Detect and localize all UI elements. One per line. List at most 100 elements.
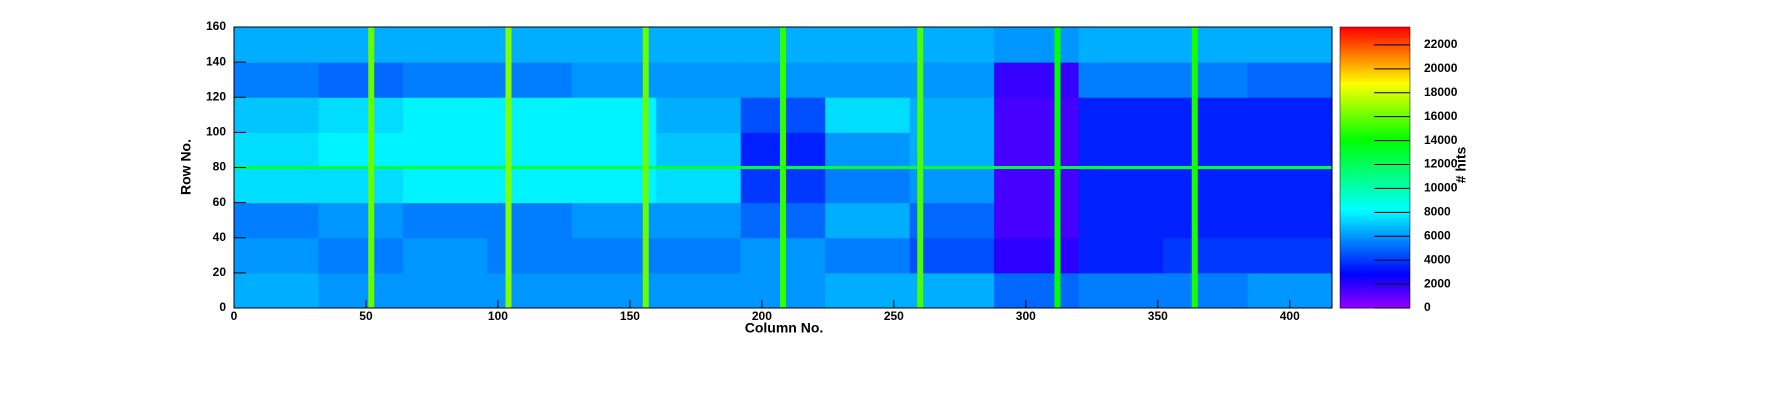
y-tick-label: 140 [206, 54, 226, 68]
z-tick-label: 10000 [1424, 181, 1458, 195]
heat-cell [487, 62, 573, 98]
heat-cell [318, 272, 404, 309]
colorbar-segment [1340, 235, 1410, 239]
heat-cell [402, 27, 488, 63]
colorbar-segment [1340, 221, 1410, 225]
colorbar-segment [1340, 137, 1410, 140]
heat-cell [1247, 237, 1333, 274]
colorbar-segment [1340, 85, 1410, 89]
heat-cell [402, 167, 488, 204]
colorbar-segment [1340, 41, 1410, 44]
heat-cell [318, 62, 404, 98]
z-tick-label: 22000 [1424, 37, 1458, 51]
heat-cell [402, 132, 488, 168]
colorbar-segment [1340, 172, 1410, 176]
heat-cell [1247, 132, 1333, 168]
colorbar-segment [1340, 197, 1410, 201]
colorbar-segment [1340, 179, 1410, 183]
colorbar-segment [1340, 125, 1410, 129]
colorbar-segment [1340, 195, 1410, 199]
column-stripe [1054, 27, 1061, 308]
heat-cell [825, 132, 911, 168]
heat-cell [402, 202, 488, 239]
colorbar-segment [1340, 230, 1410, 234]
colorbar-segment [1340, 160, 1410, 164]
colorbar-segment [1340, 134, 1410, 138]
x-tick-label: 300 [1016, 309, 1036, 323]
colorbar-segment [1340, 71, 1410, 75]
heat-cell [487, 167, 573, 204]
colorbar-segment [1340, 263, 1410, 267]
colorbar-segment [1340, 36, 1410, 40]
colorbar-segment [1340, 247, 1410, 250]
heat-cell [825, 237, 911, 274]
x-tick-label: 0 [231, 309, 238, 323]
colorbar-segment [1340, 141, 1410, 145]
column-stripe [1191, 27, 1198, 308]
heat-cell [1163, 167, 1249, 204]
colorbar-segment [1340, 73, 1410, 77]
colorbar-segment [1340, 165, 1410, 168]
y-tick-label: 0 [219, 300, 226, 314]
colorbar-segment [1340, 92, 1410, 96]
colorbar-segment [1340, 186, 1410, 190]
z-tick-label: 4000 [1424, 252, 1451, 266]
heat-cell [909, 272, 995, 309]
z-tick-label: 20000 [1424, 61, 1458, 75]
colorbar-segment [1340, 251, 1410, 255]
colorbar-segment [1340, 59, 1410, 63]
colorbar-segment [1340, 176, 1410, 180]
heat-cell [318, 202, 404, 239]
heat-cell [1247, 202, 1333, 239]
colorbar-segment [1340, 277, 1410, 281]
colorbar-segment [1340, 158, 1410, 161]
colorbar-segment [1340, 211, 1410, 215]
colorbar-segment [1340, 174, 1410, 178]
colorbar-segment [1340, 87, 1410, 91]
colorbar-segment [1340, 83, 1410, 87]
colorbar-segment [1340, 50, 1410, 54]
heat-cell [1163, 97, 1249, 133]
colorbar-segment [1340, 31, 1410, 35]
heat-cell [571, 62, 657, 98]
heat-cell [825, 62, 911, 98]
y-tick-label: 100 [206, 125, 226, 139]
heat-cell [318, 97, 404, 133]
heat-cell [234, 97, 319, 133]
colorbar-segment [1340, 167, 1410, 171]
x-tick-label: 350 [1148, 309, 1168, 323]
z-tick-label: 16000 [1424, 109, 1458, 123]
heat-cell [487, 27, 573, 63]
heat-cell [909, 167, 995, 204]
colorbar-segment [1340, 188, 1410, 192]
colorbar-segment [1340, 298, 1410, 302]
heat-cell [994, 132, 1080, 168]
heat-cell [402, 272, 488, 309]
colorbar-segment [1340, 111, 1410, 115]
colorbar-segment [1340, 305, 1410, 309]
heat-cell [318, 167, 404, 204]
colorbar-segment [1340, 291, 1410, 295]
heat-cell [909, 27, 995, 63]
heat-cell [234, 27, 319, 63]
colorbar-segment [1340, 268, 1410, 272]
colorbar-segment [1340, 270, 1410, 274]
heat-cell [1078, 27, 1164, 63]
colorbar-segment [1340, 146, 1410, 150]
colorbar-segment [1340, 286, 1410, 290]
colorbar-segment [1340, 80, 1410, 84]
heat-cell [571, 202, 657, 239]
heat-cell [1247, 167, 1333, 204]
colorbar-segment [1340, 151, 1410, 154]
heat-cell [402, 62, 488, 98]
colorbar-segment [1340, 62, 1410, 65]
colorbar-segment [1340, 209, 1410, 213]
y-tick-label: 20 [213, 265, 227, 279]
colorbar-segment [1340, 202, 1410, 206]
colorbar-segment [1340, 108, 1410, 112]
colorbar-segment [1340, 214, 1410, 218]
colorbar-segment [1340, 48, 1410, 51]
heat-cell [318, 132, 404, 168]
heat-cell [1247, 62, 1333, 98]
